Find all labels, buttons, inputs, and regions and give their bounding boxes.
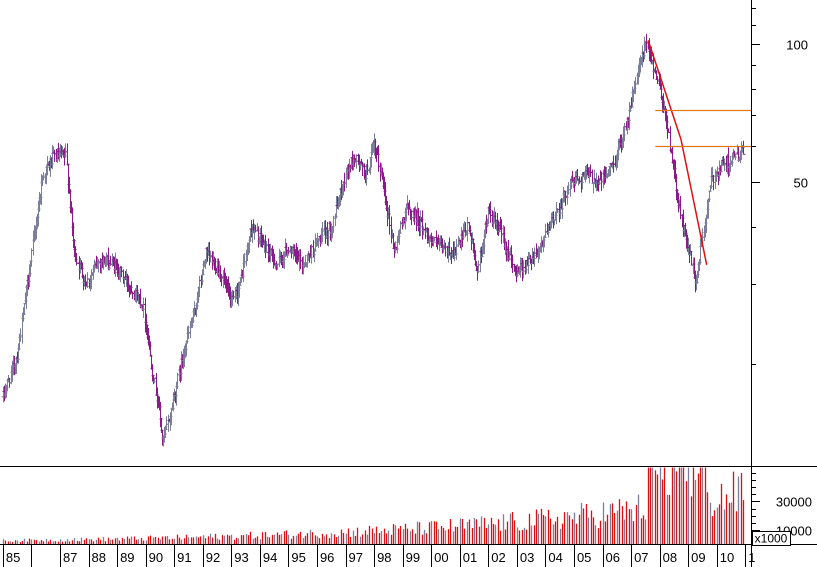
- svg-text:x1000: x1000: [755, 532, 788, 546]
- x-tick-label: 88: [92, 550, 106, 565]
- x-tick-label: 10: [720, 550, 734, 565]
- x-tick-label: 00: [434, 550, 448, 565]
- volume-tick-label: 30000: [776, 495, 812, 510]
- x-tick-label: 99: [406, 550, 420, 565]
- x-tick-label: 90: [149, 550, 163, 565]
- x-tick-label: 85: [6, 550, 20, 565]
- x-tick-label: 93: [234, 550, 248, 565]
- x-tick-label: 87: [63, 550, 77, 565]
- x-tick-label: 96: [320, 550, 334, 565]
- trendline: [647, 40, 708, 265]
- x-tick-label: 89: [120, 550, 134, 565]
- x-tick-label: 98: [377, 550, 391, 565]
- x-tick-label: 03: [520, 550, 534, 565]
- x-tick-label: 92: [206, 550, 220, 565]
- price-panel: [1, 33, 746, 447]
- x-tick-label: 97: [349, 550, 363, 565]
- x-tick-label: 1: [748, 550, 755, 565]
- price-tick-label: 50: [794, 176, 808, 191]
- annotation-layer: [647, 40, 751, 265]
- x-tick-label: 02: [491, 550, 505, 565]
- x-tick-label: 07: [634, 550, 648, 565]
- x-tick-label: 04: [548, 550, 562, 565]
- price-tick-label: 100: [786, 38, 808, 53]
- price-bar: [741, 140, 746, 155]
- x-tick-label: 09: [691, 550, 705, 565]
- x-tick-label: 95: [291, 550, 305, 565]
- x-tick-label: 91: [177, 550, 191, 565]
- x-tick-label: 08: [663, 550, 677, 565]
- volume-unit-label: x1000: [752, 531, 791, 546]
- x-tick-label: 06: [606, 550, 620, 565]
- x-tick-label: 05: [577, 550, 591, 565]
- x-tick-label: 94: [263, 550, 277, 565]
- x-tick-label: 01: [463, 550, 477, 565]
- volume-panel: [2, 467, 745, 544]
